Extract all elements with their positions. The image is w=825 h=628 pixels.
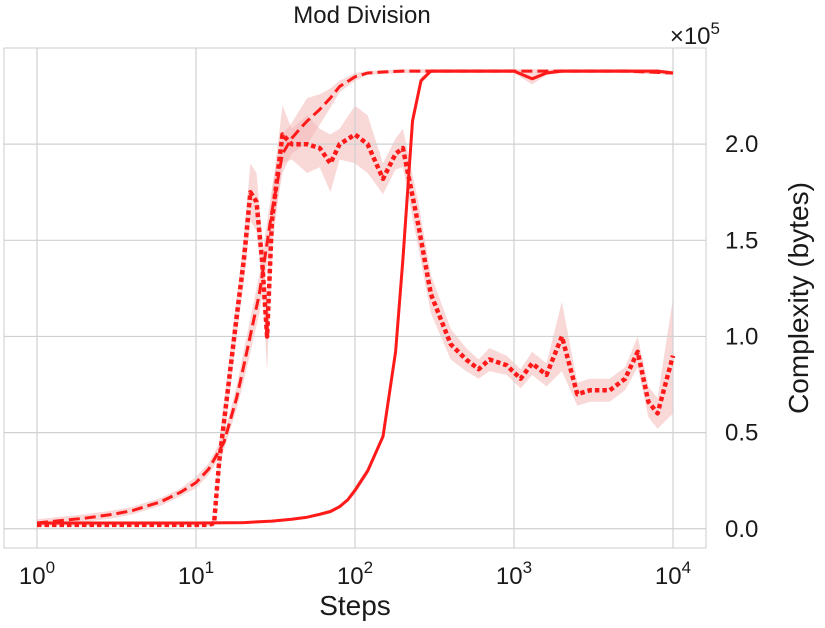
y-multiplier-base: ×10 [670,23,711,50]
series-lines [36,69,676,528]
y-tick-label-0: 0.0 [725,516,758,543]
x-tick-label-3: 103 [496,558,532,590]
y-axis-multiplier: ×105 [670,19,720,50]
y-multiplier-exponent: 5 [711,19,720,38]
plot-frame [3,47,707,549]
series-line-dashed [36,69,674,525]
x-tick-labels: 100 101 102 103 104 [19,558,691,590]
y-tick-label-3: 1.5 [725,227,758,254]
y-tick-label-4: 2.0 [725,131,758,158]
y-axis-title: Complexity (bytes) [783,182,814,414]
y-tick-label-2: 1.0 [725,323,758,350]
x-axis-title: Steps [319,590,391,621]
grid-lines [4,48,706,548]
chart-title: Mod Division [293,2,430,29]
x-tick-label-1: 101 [178,558,214,590]
y-tick-label-1: 0.5 [725,420,758,447]
y-tick-labels: 0.0 0.5 1.0 1.5 2.0 [725,131,758,543]
series-line-dotted [37,132,676,528]
x-tick-label-4: 104 [655,558,691,590]
x-tick-label-0: 100 [19,558,55,590]
series-line-solid [37,69,674,525]
x-tick-label-2: 102 [337,558,373,590]
